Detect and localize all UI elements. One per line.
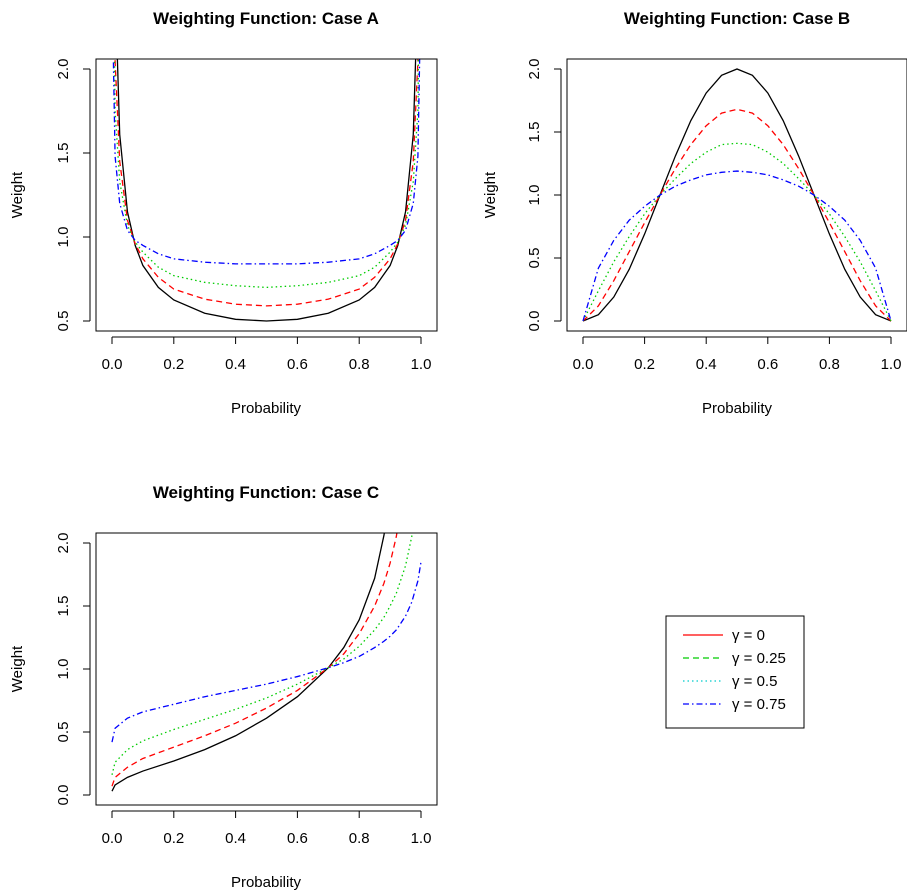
- y-axis-label: Weight: [482, 171, 499, 218]
- x-tick-label: 0.6: [287, 830, 308, 847]
- y-tick-label: 0.5: [526, 248, 543, 269]
- y-tick-label: 1.5: [55, 143, 72, 164]
- legend-label-2: γ = 0.5: [732, 673, 777, 690]
- y-tick-label: 0.5: [55, 311, 72, 332]
- x-axis-label: Probability: [231, 400, 302, 417]
- legend-label-0: γ = 0: [732, 627, 765, 644]
- chart-title: Weighting Function: Case A: [153, 9, 379, 28]
- series-group: [582, 68, 892, 322]
- y-tick-label: 0.0: [55, 785, 72, 806]
- y-tick-label: 2.0: [55, 533, 72, 554]
- x-axis-label: Probability: [231, 874, 302, 891]
- x-tick-label: 0.6: [757, 356, 778, 373]
- x-tick-label: 1.0: [411, 830, 432, 847]
- x-tick-label: 0.8: [349, 356, 370, 373]
- y-axis-label: Weight: [9, 645, 26, 692]
- plot-frame: [95, 58, 438, 332]
- x-tick-label: 0.8: [349, 830, 370, 847]
- series-line-0: [111, 533, 385, 792]
- x-tick-label: 0.6: [287, 356, 308, 373]
- series-line-0: [116, 59, 417, 322]
- x-tick-label: 1.0: [411, 356, 432, 373]
- legend-label-3: γ = 0.75: [732, 696, 786, 713]
- x-axis-label: Probability: [702, 400, 773, 417]
- legend: γ = 0 γ = 0.25 γ = 0.5 γ = 0.75: [665, 615, 805, 729]
- x-tick-label: 0.0: [102, 356, 123, 373]
- plot-frame: [566, 58, 907, 332]
- series-line-0: [582, 68, 892, 322]
- series-line-1: [582, 108, 892, 322]
- x-tick-label: 0.2: [163, 830, 184, 847]
- y-tick-label: 1.0: [526, 185, 543, 206]
- chart-title: Weighting Function: Case B: [624, 9, 850, 28]
- y-tick-label: 1.0: [55, 659, 72, 680]
- chart-title: Weighting Function: Case C: [153, 483, 379, 502]
- y-tick-label: 2.0: [526, 59, 543, 80]
- series-group: [111, 533, 422, 792]
- series-line-3: [112, 59, 421, 265]
- legend-label-1: γ = 0.25: [732, 650, 786, 667]
- y-axis-label: Weight: [9, 171, 26, 218]
- chart-panel-b: Weighting Function: Case B 0.0 0.2 0.4 0.6 0.…: [482, 9, 907, 417]
- chart-panel-a: Weighting Function: Case A 0.0 0.2 0.4 0.6 0.…: [9, 9, 438, 417]
- x-tick-label: 0.4: [696, 356, 717, 373]
- series-group: [112, 59, 421, 322]
- x-tick-label: 0.4: [225, 830, 246, 847]
- chart-panel-c: Weighting Function: Case C 0.0 0.2 0.4 0.6 0.…: [9, 483, 438, 891]
- y-tick-label: 0.5: [55, 722, 72, 743]
- plot-frame: [95, 532, 438, 806]
- y-tick-label: 1.0: [55, 227, 72, 248]
- y-tick-label: 2.0: [55, 59, 72, 80]
- x-tick-label: 0.4: [225, 356, 246, 373]
- y-tick-label: 0.0: [526, 311, 543, 332]
- series-line-2: [582, 142, 892, 322]
- x-tick-label: 1.0: [881, 356, 902, 373]
- y-tick-label: 1.5: [55, 596, 72, 617]
- x-tick-label: 0.0: [573, 356, 594, 373]
- series-line-3: [111, 561, 422, 743]
- x-tick-label: 0.8: [819, 356, 840, 373]
- series-line-1: [111, 533, 398, 787]
- x-tick-label: 0.2: [163, 356, 184, 373]
- series-line-2: [113, 59, 420, 289]
- y-tick-label: 1.5: [526, 122, 543, 143]
- series-line-3: [582, 170, 892, 322]
- x-tick-label: 0.2: [634, 356, 655, 373]
- x-tick-label: 0.0: [102, 830, 123, 847]
- series-line-1: [114, 59, 419, 307]
- series-line-2: [111, 533, 413, 775]
